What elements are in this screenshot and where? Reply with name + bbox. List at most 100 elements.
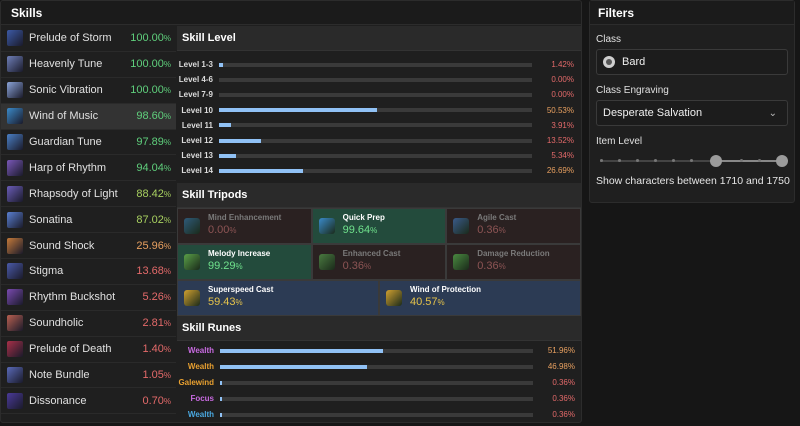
skill-name: Rhapsody of Light bbox=[29, 187, 118, 200]
skill-item[interactable]: Rhapsody of Light 88.42% bbox=[1, 181, 176, 208]
class-value: Bard bbox=[622, 56, 646, 68]
skill-rune-label: Wealth bbox=[187, 362, 214, 371]
skill-name: Sonatina bbox=[29, 213, 73, 226]
tripod-name: Melody Increase bbox=[208, 248, 271, 258]
skill-level-pct: 0.00% bbox=[551, 90, 574, 100]
skill-item[interactable]: Sonic Vibration 100.00% bbox=[1, 77, 176, 104]
skill-name: Soundholic bbox=[29, 317, 84, 330]
skill-pct: 5.26% bbox=[142, 291, 171, 303]
skill-item[interactable]: Prelude of Storm 100.00% bbox=[1, 26, 176, 52]
skill-icon bbox=[7, 134, 23, 150]
skill-item[interactable]: Heavenly Tune 100.00% bbox=[1, 51, 176, 78]
pct-symbol: % bbox=[163, 163, 171, 173]
skill-icon bbox=[7, 367, 23, 384]
skill-item[interactable]: Dissonance 0.70% bbox=[1, 388, 176, 415]
skills-panel: Skills Prelude of Storm 100.00% Heavenly T… bbox=[0, 0, 582, 423]
tripod-option[interactable]: Damage Reduction 0.36% bbox=[446, 243, 581, 280]
tripod-option[interactable]: Melody Increase 99.29% bbox=[177, 243, 312, 280]
skill-rune-bar-fill bbox=[220, 364, 368, 369]
skill-pct-value: 1.40 bbox=[142, 343, 164, 356]
slider-range bbox=[716, 160, 782, 162]
pct-symbol: % bbox=[163, 371, 171, 381]
skill-level-row: Level 4-6 0.00% bbox=[177, 72, 581, 87]
tripod-pct: 0.36% bbox=[477, 224, 576, 236]
skill-icon bbox=[7, 237, 23, 254]
skill-item[interactable]: Prelude of Death 1.40% bbox=[1, 336, 176, 363]
skill-pct: 88.42% bbox=[136, 188, 171, 200]
tripod-pct: 99.29% bbox=[208, 260, 307, 272]
slider-max-thumb[interactable] bbox=[776, 155, 788, 167]
tripod-pct: 0.36% bbox=[477, 260, 576, 272]
pct-symbol: % bbox=[163, 319, 171, 329]
skill-rune-label: Focus bbox=[190, 394, 214, 403]
skill-name: Wind of Music bbox=[29, 110, 99, 123]
tripod-name: Agile Cast bbox=[477, 212, 517, 222]
skill-item[interactable]: Harp of Rhythm 94.04% bbox=[1, 155, 176, 182]
class-label: Class bbox=[596, 34, 622, 45]
skill-level-row: Level 1-3 1.42% bbox=[177, 57, 581, 72]
pct-symbol: % bbox=[498, 225, 506, 235]
skill-level-label: Level 11 bbox=[181, 120, 213, 130]
skill-rune-pct: 51.96% bbox=[547, 346, 575, 355]
skill-item[interactable]: Sonatina 87.02% bbox=[1, 207, 176, 234]
skill-name: Rhythm Buckshot bbox=[29, 291, 116, 304]
tripod-option[interactable]: Wind of Protection 40.57% bbox=[379, 279, 581, 316]
item-level-slider[interactable] bbox=[600, 153, 788, 169]
skill-item[interactable]: Note Bundle 1.05% bbox=[1, 362, 176, 389]
pct-symbol: % bbox=[437, 297, 445, 307]
skill-item[interactable]: Sound Shock 25.96% bbox=[1, 233, 176, 260]
skill-item[interactable]: Stigma 13.68% bbox=[1, 259, 176, 285]
skills-title: Skills bbox=[1, 1, 581, 25]
skill-item[interactable]: Wind of Music 98.60% bbox=[1, 103, 176, 130]
skill-icon bbox=[7, 211, 23, 228]
skill-pct: 94.04% bbox=[136, 162, 171, 174]
tripod-name: Superspeed Cast bbox=[208, 284, 274, 294]
skill-name: Prelude of Storm bbox=[29, 32, 112, 45]
skill-rune-pct: 0.36% bbox=[552, 394, 575, 403]
tripod-pct: 99.64% bbox=[343, 224, 442, 236]
skill-icon bbox=[7, 392, 23, 409]
skill-pct: 25.96% bbox=[136, 240, 171, 252]
tripod-option[interactable]: Superspeed Cast 59.43% bbox=[177, 279, 379, 316]
skill-item[interactable]: Guardian Tune 97.89% bbox=[1, 129, 176, 156]
skill-rune-bar bbox=[220, 380, 533, 385]
pct-symbol: % bbox=[370, 225, 378, 235]
class-select[interactable]: Bard bbox=[596, 49, 788, 75]
skill-tripods-header: Skill Tripods bbox=[177, 182, 581, 208]
tripod-pct-value: 0.36 bbox=[477, 223, 499, 236]
tripod-pct-value: 59.43 bbox=[208, 295, 236, 308]
skill-pct-value: 97.89 bbox=[136, 136, 164, 148]
tripod-option[interactable]: Agile Cast 0.36% bbox=[446, 207, 581, 244]
enhanced-cast-icon bbox=[318, 253, 335, 270]
pct-symbol: % bbox=[235, 297, 243, 307]
skill-item[interactable]: Rhythm Buckshot 5.26% bbox=[1, 284, 176, 311]
skill-rune-label: Galewind bbox=[178, 378, 214, 387]
skill-level-bar bbox=[219, 153, 532, 158]
tripod-pct-value: 99.29 bbox=[208, 259, 236, 272]
skill-pct-value: 100.00 bbox=[130, 32, 164, 45]
tripod-pct: 40.57% bbox=[410, 296, 576, 308]
skill-level-bar-fill bbox=[219, 62, 224, 67]
pct-symbol: % bbox=[163, 241, 171, 251]
tripod-option[interactable]: Quick Prep 99.64% bbox=[311, 207, 447, 244]
tripod-option[interactable]: Mind Enhancement 0.00% bbox=[177, 207, 312, 244]
skill-level-header: Skill Level bbox=[177, 26, 581, 51]
skill-name: Harp of Rhythm bbox=[29, 161, 107, 174]
mind-enhancement-icon bbox=[184, 217, 200, 234]
skill-rune-bar-fill bbox=[220, 396, 222, 401]
tripod-name: Damage Reduction bbox=[477, 248, 550, 258]
skill-level-label: Level 7-9 bbox=[178, 90, 213, 100]
skill-icon bbox=[7, 185, 23, 202]
skill-rune-bar-fill bbox=[220, 348, 383, 353]
skill-level-bar bbox=[219, 77, 532, 82]
tripod-option[interactable]: Enhanced Cast 0.36% bbox=[311, 243, 447, 280]
filters-title: Filters bbox=[590, 1, 794, 25]
skill-pct: 2.81% bbox=[142, 317, 171, 329]
skill-item[interactable]: Soundholic 2.81% bbox=[1, 310, 176, 337]
slider-min-thumb[interactable] bbox=[710, 155, 722, 167]
engraving-select[interactable]: Desperate Salvation ⌄ bbox=[596, 100, 788, 126]
slider-tick bbox=[740, 159, 743, 162]
slider-tick bbox=[636, 159, 639, 162]
skill-level-row: Level 10 50.53% bbox=[177, 103, 581, 118]
skill-tripods-grid: Mind Enhancement 0.00% Quick Prep 99.64% Agi… bbox=[177, 207, 581, 316]
